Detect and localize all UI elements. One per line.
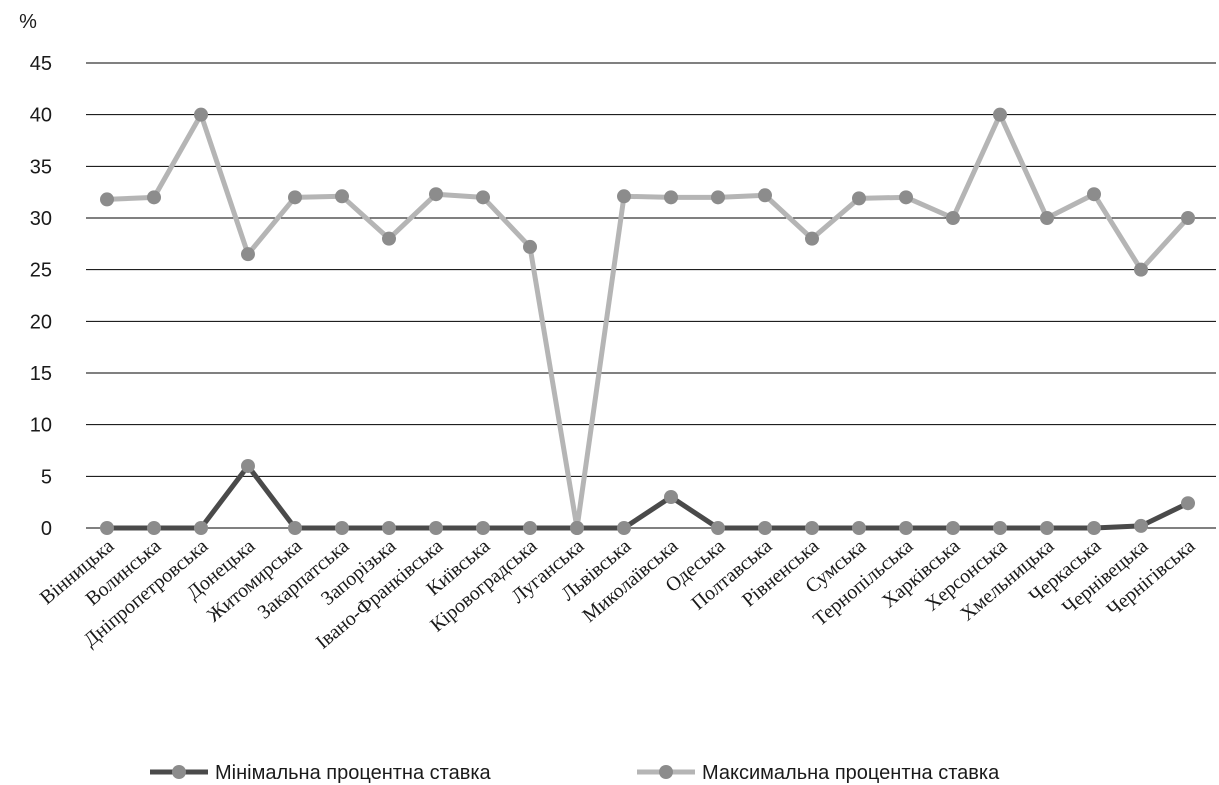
data-point bbox=[899, 190, 913, 205]
y-tick-label: 45 bbox=[30, 53, 52, 75]
data-point bbox=[1134, 518, 1148, 533]
data-point bbox=[852, 191, 866, 206]
legend-label: Максимальна процентна ставка bbox=[702, 762, 1000, 784]
data-point bbox=[1087, 521, 1101, 535]
data-point bbox=[758, 521, 772, 535]
legend-item: Максимальна процентна ставка bbox=[637, 762, 1000, 784]
data-point bbox=[523, 521, 537, 535]
data-point bbox=[993, 107, 1007, 122]
y-tick-label: 35 bbox=[30, 156, 52, 178]
y-tick-labels: 0 5 10 15 20 25 30 35 40 45 bbox=[30, 53, 52, 540]
data-point bbox=[1040, 211, 1054, 225]
data-point bbox=[100, 192, 114, 207]
data-point bbox=[1181, 496, 1195, 511]
data-point bbox=[1134, 262, 1148, 277]
series-line bbox=[106, 112, 1190, 531]
y-tick-label: 25 bbox=[30, 260, 52, 282]
data-point bbox=[617, 521, 631, 535]
data-point bbox=[805, 521, 819, 535]
x-tick-labels: ВінницькаВолинськаДніпропетровськаДонець… bbox=[36, 535, 1200, 654]
y-tick-label: 40 bbox=[30, 105, 52, 127]
data-point bbox=[382, 521, 396, 535]
data-point bbox=[1040, 521, 1054, 535]
data-point bbox=[664, 490, 678, 504]
data-point bbox=[1087, 187, 1101, 202]
data-point bbox=[288, 190, 302, 205]
data-point bbox=[523, 239, 537, 254]
series-1 bbox=[100, 107, 1195, 535]
y-tick-label: 20 bbox=[30, 311, 52, 333]
series-0 bbox=[100, 459, 1195, 535]
series-lines bbox=[100, 107, 1195, 535]
data-point bbox=[1181, 211, 1195, 225]
data-point bbox=[147, 521, 161, 535]
data-point bbox=[476, 190, 490, 205]
y-axis-label: % bbox=[19, 11, 37, 33]
data-point bbox=[241, 459, 255, 473]
data-point bbox=[946, 211, 960, 225]
data-point bbox=[899, 521, 913, 535]
data-point bbox=[429, 187, 443, 202]
data-point bbox=[570, 521, 584, 535]
data-point bbox=[382, 231, 396, 246]
data-point bbox=[335, 521, 349, 535]
data-point bbox=[429, 521, 443, 535]
data-point bbox=[617, 189, 631, 204]
data-point bbox=[100, 521, 114, 535]
data-point bbox=[711, 521, 725, 535]
y-tick-label: 15 bbox=[30, 363, 52, 385]
legend-item: Мінімальна процентна ставка bbox=[150, 762, 492, 784]
data-point bbox=[664, 190, 678, 205]
data-point bbox=[288, 521, 302, 535]
data-point bbox=[852, 521, 866, 535]
data-point bbox=[241, 247, 255, 262]
y-tick-label: 30 bbox=[30, 208, 52, 230]
data-point bbox=[805, 231, 819, 246]
data-point bbox=[476, 521, 490, 535]
data-point bbox=[758, 188, 772, 203]
data-point bbox=[993, 521, 1007, 535]
data-point bbox=[711, 190, 725, 205]
series-line bbox=[107, 463, 1190, 531]
y-tick-label: 10 bbox=[30, 415, 52, 437]
data-point bbox=[194, 107, 208, 122]
legend-label: Мінімальна процентна ставка bbox=[215, 762, 492, 784]
legend: Мінімальна процентна ставка Максимальна п… bbox=[150, 762, 1000, 784]
legend-marker bbox=[172, 765, 186, 779]
data-point bbox=[194, 521, 208, 535]
data-point bbox=[147, 190, 161, 205]
y-tick-label: 5 bbox=[41, 466, 52, 488]
legend-marker bbox=[659, 765, 673, 779]
y-tick-label: 0 bbox=[41, 518, 52, 540]
grid-lines bbox=[86, 62, 1216, 529]
data-point bbox=[946, 521, 960, 535]
data-point bbox=[335, 189, 349, 204]
